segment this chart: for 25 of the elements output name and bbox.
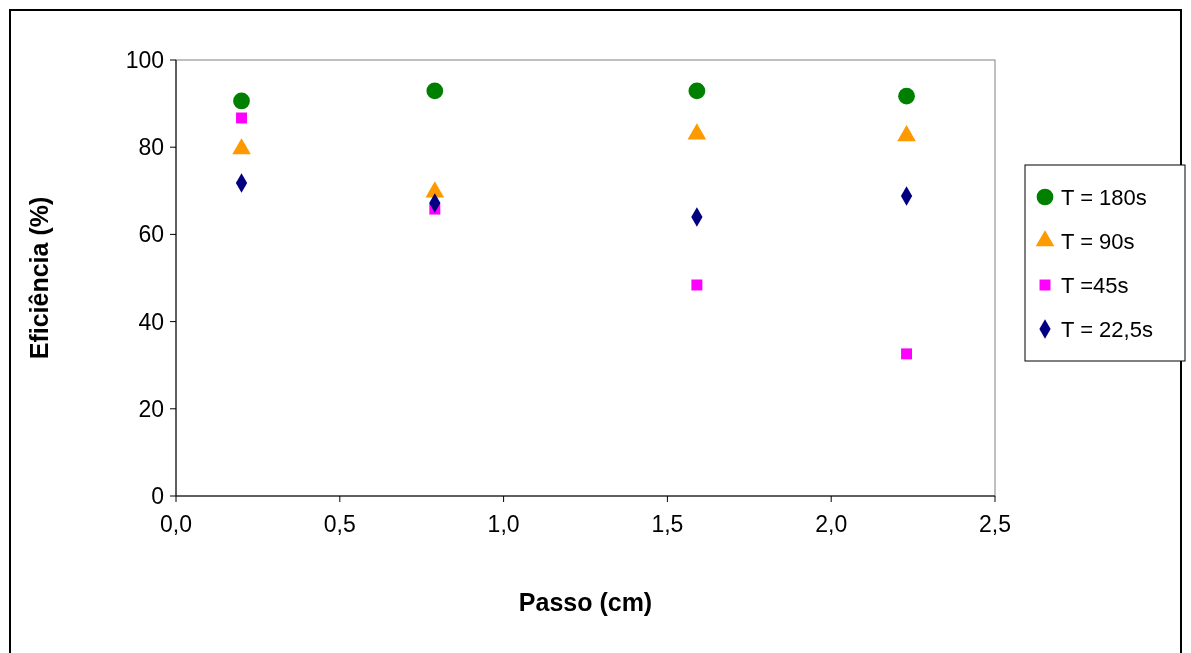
legend-label: T = 90s — [1061, 228, 1135, 254]
point — [426, 82, 444, 100]
x-tick-label: 1,0 — [487, 511, 520, 537]
y-tick-label: 20 — [138, 395, 164, 422]
y-tick-label: 80 — [138, 134, 164, 161]
point — [688, 82, 706, 100]
y-axis-title: Eficiência (%) — [25, 196, 53, 360]
x-axis-title: Passo (cm) — [518, 588, 653, 616]
legend-label: T = 180s — [1061, 184, 1147, 210]
point — [901, 348, 913, 360]
legend-label: T = 22,5s — [1061, 316, 1153, 342]
point — [236, 112, 247, 124]
x-tick-label: 2,0 — [815, 511, 848, 537]
y-tick-label: 40 — [138, 308, 164, 335]
x-tick-label: 2,5 — [979, 511, 1011, 537]
y-tick-label: 0 — [151, 483, 164, 510]
point — [898, 87, 915, 105]
y-tick-label: 100 — [125, 47, 164, 74]
point — [233, 92, 250, 110]
x-tick-label: 1,5 — [651, 511, 684, 537]
x-tick-label: 0,0 — [160, 511, 192, 537]
point — [691, 279, 703, 291]
legend-label: T =45s — [1061, 272, 1129, 298]
y-tick-label: 60 — [138, 221, 164, 248]
x-tick-label: 0,5 — [323, 511, 356, 537]
